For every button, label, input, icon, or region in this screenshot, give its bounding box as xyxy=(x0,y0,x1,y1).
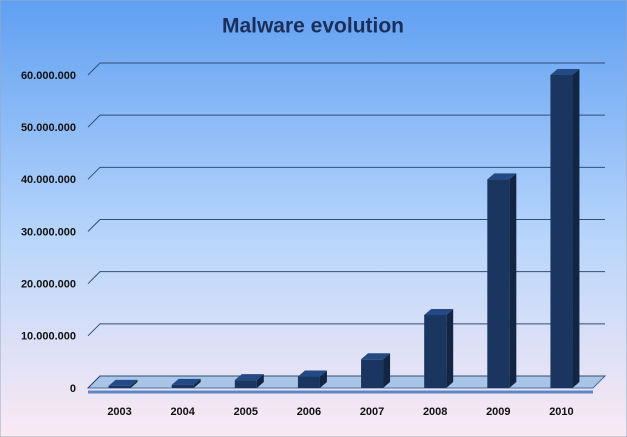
bar-side xyxy=(130,379,138,388)
x-tick-label: 2009 xyxy=(486,406,510,418)
y-tick-label: 30.000.000 xyxy=(21,226,76,238)
bar xyxy=(297,376,320,388)
y-tick-label: 20.000.000 xyxy=(21,279,76,291)
bar xyxy=(550,75,573,388)
bar-top xyxy=(234,374,264,381)
bar-side xyxy=(572,69,580,388)
x-tick-label: 2006 xyxy=(297,406,321,418)
bar-side xyxy=(256,374,264,388)
bar-side xyxy=(193,378,201,388)
grid-line xyxy=(87,219,605,232)
y-tick-label: 60.000.000 xyxy=(21,70,76,82)
bar-side xyxy=(383,353,391,388)
bar-side xyxy=(319,370,327,388)
bar-side xyxy=(509,173,517,388)
x-tick-label: 2007 xyxy=(360,406,384,418)
bar-top xyxy=(550,69,580,75)
y-tick-label: 40.000.000 xyxy=(21,174,76,186)
bar xyxy=(361,359,384,388)
grid-line xyxy=(87,271,605,285)
grid-line xyxy=(87,114,605,128)
bar-top xyxy=(297,370,327,377)
bar-top xyxy=(171,378,201,385)
bar xyxy=(108,385,131,388)
bar-top xyxy=(361,353,391,360)
bar-top xyxy=(487,173,517,180)
bar-top xyxy=(424,308,454,315)
y-tick-label: 50.000.000 xyxy=(21,122,76,134)
bar xyxy=(171,384,194,388)
bar xyxy=(424,314,447,388)
bar-side xyxy=(446,308,454,388)
x-tick-label: 2004 xyxy=(170,406,195,418)
chart-title: Malware evolution xyxy=(222,15,404,38)
y-tick-label: 10.000.000 xyxy=(21,331,76,343)
x-tick-label: 2005 xyxy=(234,406,258,418)
x-tick-label: 2003 xyxy=(107,406,131,418)
floor xyxy=(86,375,607,389)
y-tick-label: 0 xyxy=(70,383,76,395)
bar xyxy=(234,380,257,388)
grid-line xyxy=(87,166,605,180)
bar xyxy=(487,179,510,388)
x-tick-label: 2010 xyxy=(549,406,573,418)
bar-top xyxy=(108,379,138,386)
grid-line xyxy=(87,62,605,76)
x-tick-label: 2008 xyxy=(423,406,447,418)
